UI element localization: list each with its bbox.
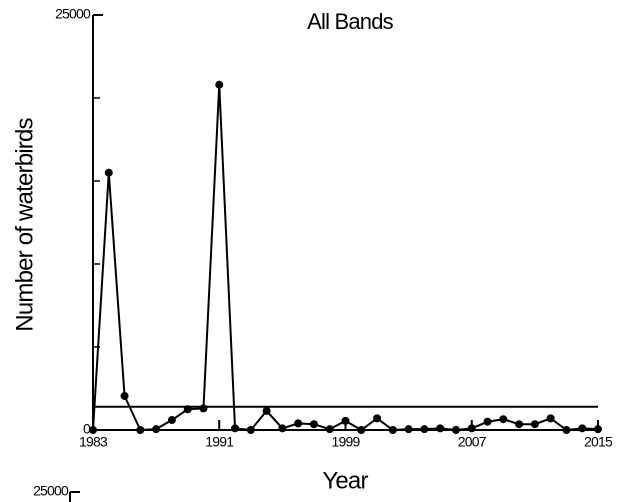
data-point [515,420,524,429]
y-axis-label: Number of waterbirds [11,117,38,331]
data-point [594,425,602,434]
data-point [104,168,113,177]
data-point [167,416,176,425]
data-point [152,425,161,434]
chart-title: All Bands [307,9,394,34]
data-point [373,414,382,423]
x-tick-label: 1991 [205,434,234,450]
data-point [325,425,334,434]
data-point [483,417,492,426]
data-point [136,426,145,434]
y-tick-label: 0 [83,421,91,437]
data-point [89,426,97,434]
data-point [341,416,350,425]
data-point [199,404,208,413]
data-point [309,420,318,429]
data-point [451,426,460,434]
data-point [562,426,571,434]
x-tick-label: 1983 [79,434,108,450]
data-point [357,426,366,434]
data-point [278,424,287,433]
data-point [546,414,555,423]
data-point [388,426,397,434]
x-tick-label: 2007 [458,434,487,450]
data-point [578,424,587,433]
data-line [92,84,599,432]
data-point [530,420,539,429]
data-point [183,405,192,414]
y-tick-label: 25000 [55,6,91,22]
data-point [420,425,429,434]
data-point [436,424,445,433]
x-tick-label: 2015 [584,434,613,450]
data-point [120,391,129,400]
x-tick-label: 1999 [332,434,361,450]
cropped-y-tick-label: 25000 [33,483,69,499]
data-point [404,425,413,434]
data-point [246,426,255,434]
data-point [215,80,224,89]
x-axis-label: Year [322,467,368,494]
data-point [231,424,240,433]
data-point [499,415,508,424]
data-point [467,424,476,433]
data-point [294,419,303,428]
data-point [262,406,271,415]
